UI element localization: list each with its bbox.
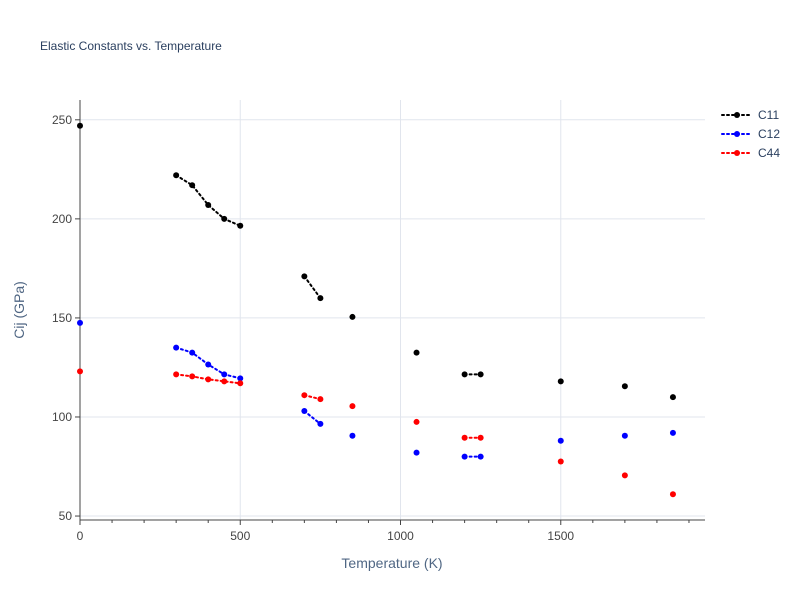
data-point-C44[interactable]: [621, 472, 628, 479]
chart-title: Elastic Constants vs. Temperature: [40, 39, 222, 53]
data-point-C44[interactable]: [237, 380, 244, 387]
data-point-C12[interactable]: [557, 437, 564, 444]
x-tick-label: 500: [230, 529, 250, 543]
data-point-C11[interactable]: [557, 378, 564, 385]
data-point-C44[interactable]: [349, 403, 356, 410]
legend-item-C11[interactable]: C11: [721, 108, 779, 122]
data-point-C44[interactable]: [461, 434, 468, 441]
data-point-C12[interactable]: [621, 432, 628, 439]
series-line: [303, 275, 322, 300]
legend-swatch-marker: [734, 150, 740, 156]
data-point-C12[interactable]: [413, 449, 420, 456]
y-tick-label: 100: [52, 410, 72, 424]
x-tick-label: 1500: [547, 529, 574, 543]
data-point-C12[interactable]: [205, 361, 212, 368]
axes: [79, 100, 705, 521]
data-point-C11[interactable]: [173, 172, 180, 179]
data-point-C11[interactable]: [205, 202, 212, 208]
data-point-C44[interactable]: [317, 396, 324, 403]
data-point-C12[interactable]: [477, 453, 484, 460]
tick-labels: 50 100 150 200 250 0 500 1000 1500: [52, 113, 690, 543]
data-point-C12[interactable]: [189, 349, 196, 356]
y-tick-label: 250: [52, 113, 72, 127]
legend[interactable]: C11 C12 C44: [721, 108, 780, 160]
data-point-C12[interactable]: [461, 453, 468, 460]
data-point-C44[interactable]: [301, 392, 308, 399]
legend-label: C12: [758, 127, 780, 141]
data-point-C12[interactable]: [669, 429, 676, 436]
legend-swatch-marker: [734, 112, 740, 118]
series-C12: [77, 319, 676, 460]
data-point-C44[interactable]: [413, 418, 420, 425]
series-line: [303, 410, 322, 425]
data-point-C11[interactable]: [221, 215, 228, 222]
data-point-C12[interactable]: [173, 344, 180, 351]
y-tick-label: 150: [52, 311, 72, 325]
data-point-C11[interactable]: [477, 371, 484, 378]
legend-label: C11: [758, 108, 779, 122]
x-tick-label: 0: [77, 529, 84, 543]
data-point-C12[interactable]: [317, 420, 324, 427]
data-point-C12[interactable]: [237, 375, 244, 382]
series-C11: [77, 122, 676, 401]
data-point-C12[interactable]: [221, 371, 228, 378]
data-point-C44[interactable]: [221, 378, 228, 385]
data-point-C11[interactable]: [77, 122, 83, 129]
data-point-C44[interactable]: [189, 373, 196, 380]
data-point-C11[interactable]: [461, 371, 468, 378]
legend-item-C44[interactable]: C44: [721, 146, 780, 160]
x-axis-title: Temperature (K): [341, 555, 442, 571]
data-point-C12[interactable]: [77, 319, 83, 326]
data-point-C11[interactable]: [621, 383, 628, 390]
data-point-C11[interactable]: [413, 349, 420, 356]
series-line: [175, 174, 242, 227]
data-point-C44[interactable]: [77, 368, 83, 375]
data-point-C44[interactable]: [669, 491, 676, 498]
data-point-C12[interactable]: [349, 432, 356, 439]
data-point-C11[interactable]: [237, 222, 244, 229]
grid: [80, 100, 705, 520]
data-point-C11[interactable]: [301, 273, 308, 280]
y-axis-title: Cij (GPa): [11, 281, 27, 339]
data-point-C11[interactable]: [669, 394, 676, 401]
legend-swatch-marker: [734, 131, 740, 137]
data-point-C11[interactable]: [189, 182, 196, 189]
data-point-C44[interactable]: [557, 458, 564, 465]
data-point-C12[interactable]: [301, 408, 308, 415]
series-C44: [77, 368, 676, 498]
data-point-C44[interactable]: [477, 434, 484, 441]
data-point-C44[interactable]: [205, 376, 212, 383]
y-tick-label: 50: [59, 509, 73, 523]
data-point-C11[interactable]: [349, 313, 356, 320]
legend-item-C12[interactable]: C12: [721, 127, 780, 141]
x-tick-label: 1000: [387, 529, 414, 543]
y-tick-label: 200: [52, 212, 72, 226]
data-point-C11[interactable]: [317, 295, 324, 302]
legend-label: C44: [758, 146, 780, 160]
data-point-C44[interactable]: [173, 371, 180, 378]
plot-area: [77, 122, 676, 498]
